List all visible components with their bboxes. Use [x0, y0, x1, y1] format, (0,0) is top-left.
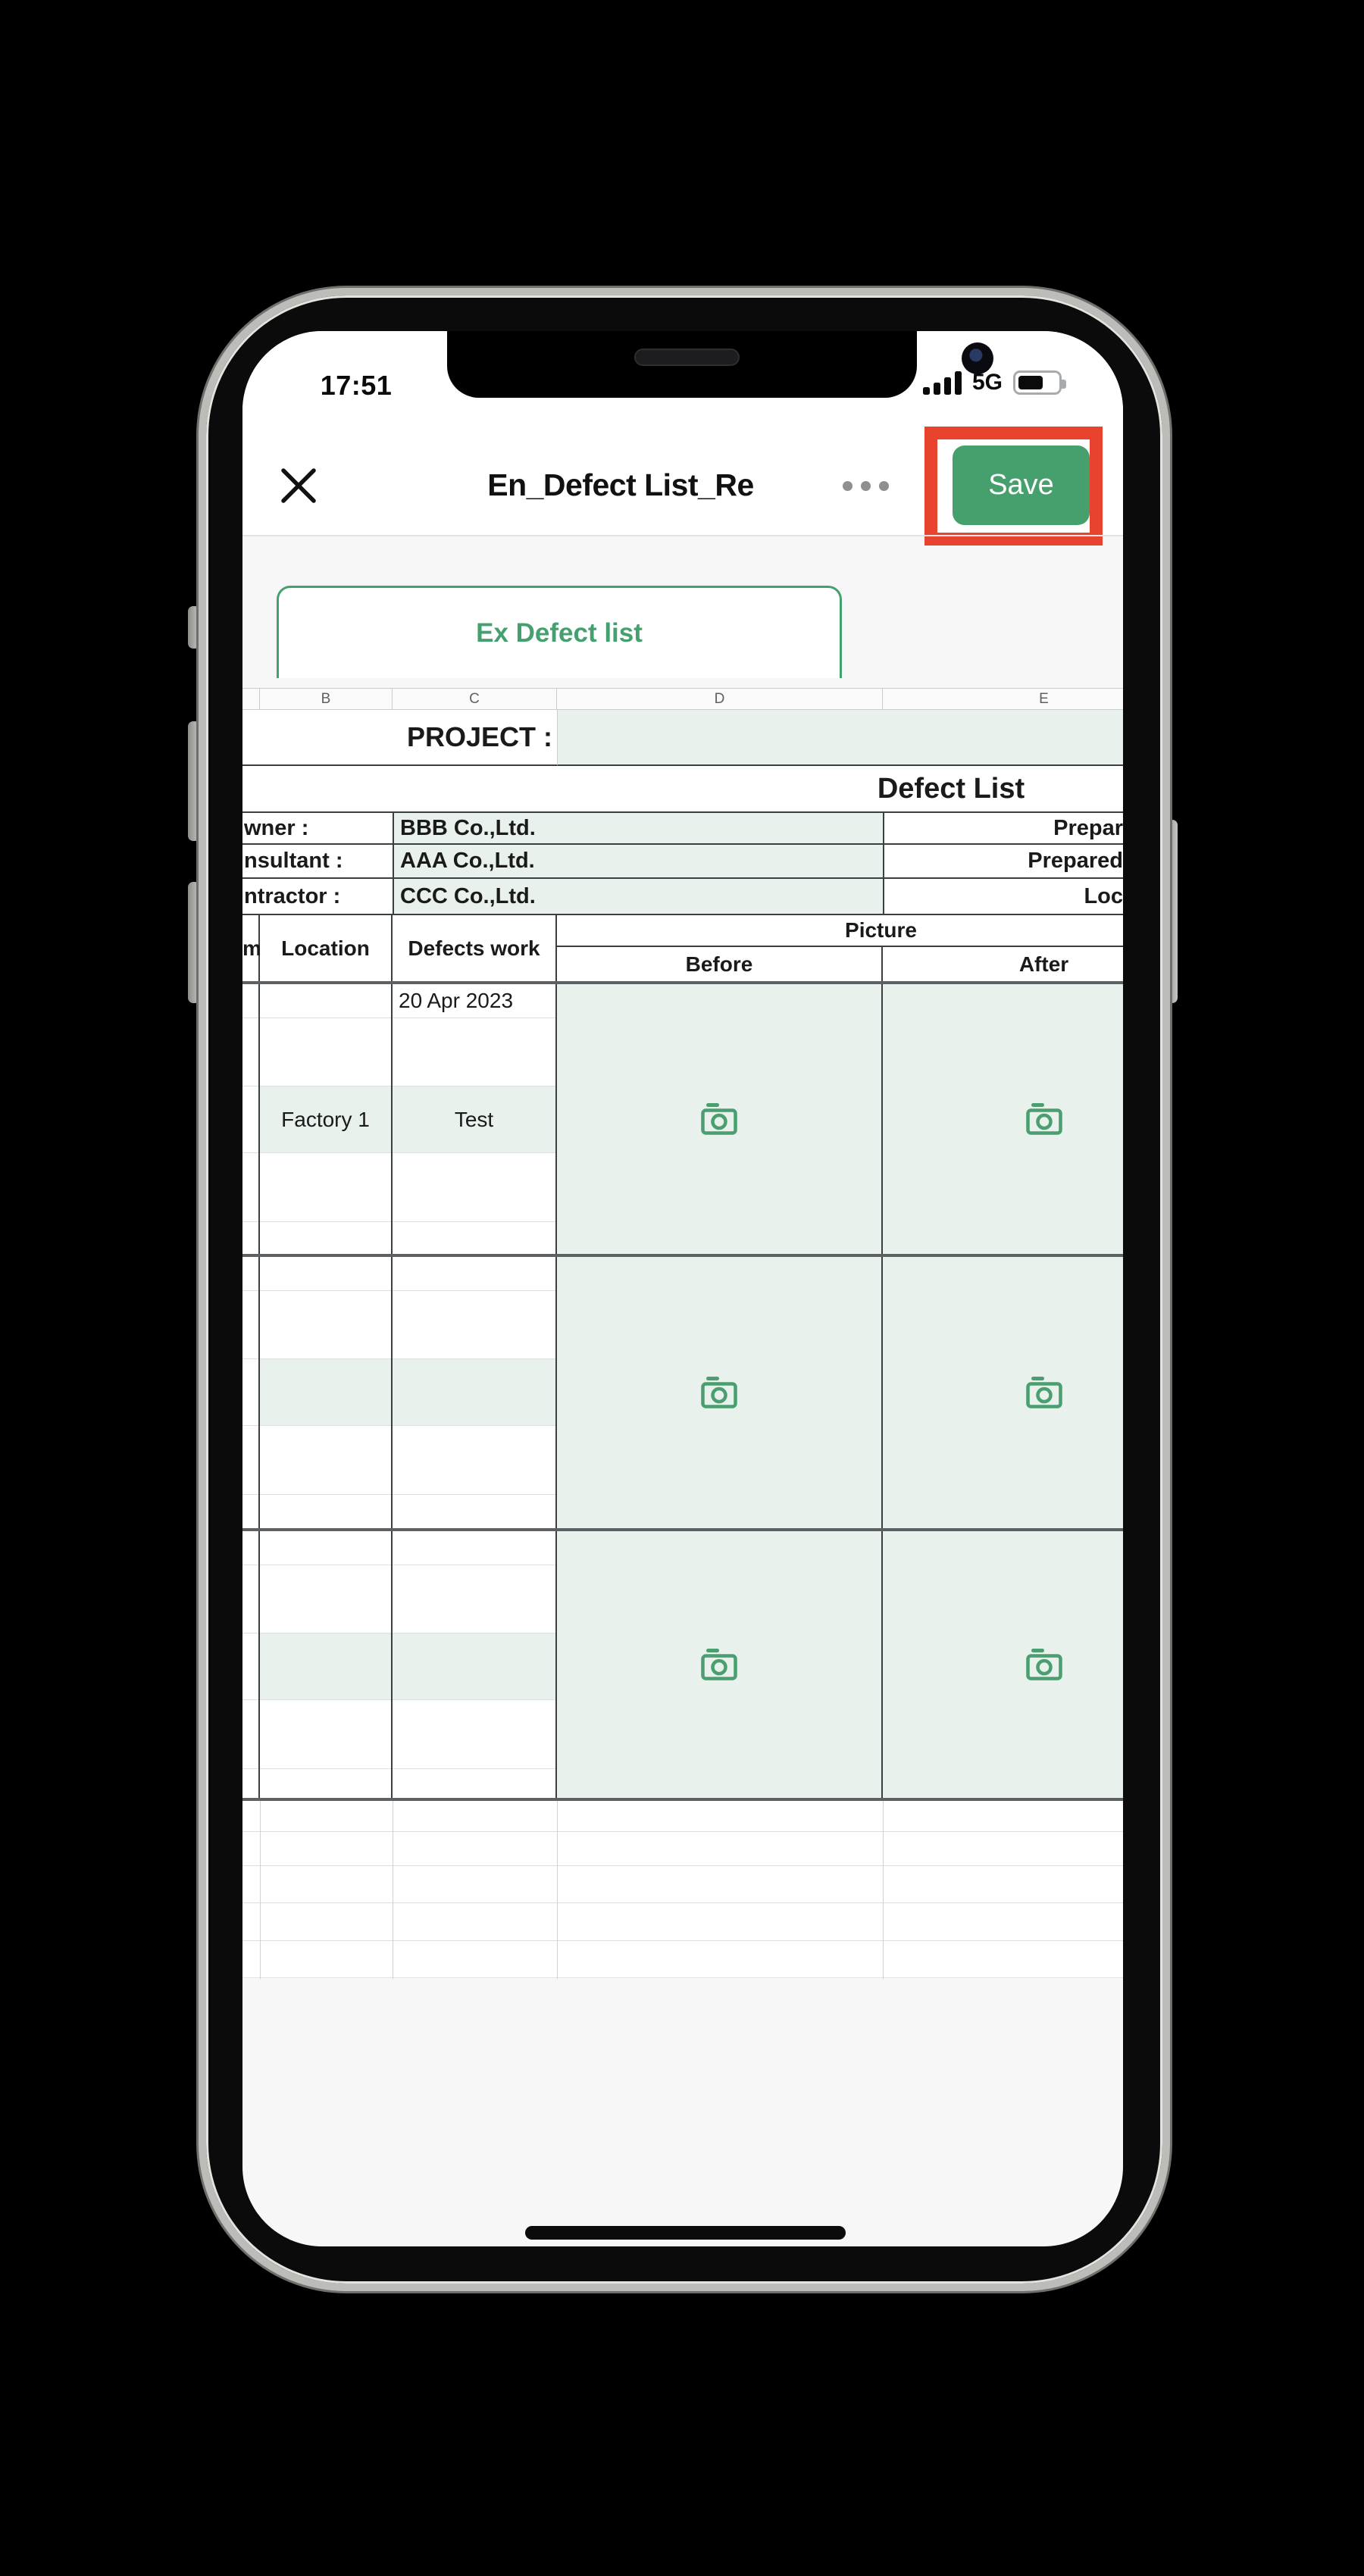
contractor-value-cell[interactable]: CCC Co.,Ltd.: [393, 879, 883, 915]
defect-block-1: Factory 1 20 Apr 2023 Test: [242, 981, 1123, 1254]
defects-column: [393, 1531, 557, 1798]
empty-row[interactable]: [242, 1801, 1123, 1832]
defect-block-2: [242, 1254, 1123, 1528]
item-column: [242, 1531, 260, 1798]
defects-column: [393, 1257, 557, 1528]
sheet-tab[interactable]: Ex Defect list: [277, 586, 842, 678]
close-button[interactable]: [280, 467, 317, 504]
save-highlight-annotation: Save: [924, 427, 1103, 546]
contractor-row: ntractor : CCC Co.,Ltd. Loc: [242, 879, 1123, 915]
sheet-title: Defect List: [877, 773, 1025, 805]
date-cell[interactable]: [393, 1531, 555, 1565]
volume-up-button[interactable]: [188, 721, 200, 841]
column-letter-c: C: [393, 689, 557, 709]
column-letters-row: B C D E: [242, 688, 1123, 710]
empty-row[interactable]: [242, 1903, 1123, 1941]
after-photo-cell[interactable]: [883, 984, 1123, 1254]
header-item-cell: m: [242, 915, 261, 981]
contractor-right-cell[interactable]: Loc: [883, 879, 1123, 915]
after-photo-cell[interactable]: [883, 1257, 1123, 1528]
home-indicator[interactable]: [525, 2226, 846, 2240]
column-letter-d: D: [557, 689, 883, 709]
spreadsheet: B C D E PROJECT : Defect List wner : BBB…: [242, 688, 1123, 1979]
date-cell[interactable]: 20 Apr 2023: [393, 984, 555, 1018]
more-options-icon: [843, 481, 852, 491]
defect-cell[interactable]: [393, 1359, 555, 1426]
header-after-cell: After: [883, 947, 1123, 981]
mute-switch[interactable]: [188, 606, 200, 649]
item-column: [242, 1257, 260, 1528]
phone-frame: 17:51 5G En_Defect List_Re: [199, 288, 1170, 2291]
camera-icon: [1025, 1377, 1062, 1408]
column-letter-b: B: [260, 689, 393, 709]
column-letter-a: [242, 689, 260, 709]
empty-row[interactable]: [242, 1941, 1123, 1978]
owner-row: wner : BBB Co.,Ltd. Prepar: [242, 813, 1123, 845]
front-camera: [962, 342, 993, 374]
before-photo-cell[interactable]: [557, 1257, 883, 1528]
status-time: 17:51: [320, 370, 393, 401]
date-cell[interactable]: [393, 1257, 555, 1291]
before-photo-cell[interactable]: [557, 1531, 883, 1798]
owner-right-cell[interactable]: Prepar: [883, 813, 1123, 845]
location-cell[interactable]: [260, 1633, 391, 1700]
location-cell[interactable]: Factory 1: [260, 1086, 391, 1153]
consultant-row: nsultant : AAA Co.,Ltd. Prepared: [242, 845, 1123, 879]
location-column: [260, 1257, 393, 1528]
signal-strength-icon: [923, 370, 962, 395]
close-icon: [281, 468, 316, 503]
consultant-right-cell[interactable]: Prepared: [883, 845, 1123, 879]
location-column: [260, 1531, 393, 1798]
document-title: En_Defect List_Re: [487, 467, 754, 502]
camera-icon: [701, 1377, 737, 1408]
speaker-grille: [634, 349, 740, 366]
defects-column: 20 Apr 2023 Test: [393, 984, 557, 1254]
project-value-cell[interactable]: [557, 710, 1123, 766]
sheet-tab-label: Ex Defect list: [476, 617, 643, 648]
consultant-value-cell[interactable]: AAA Co.,Ltd.: [393, 845, 883, 879]
defect-cell[interactable]: [393, 1633, 555, 1700]
camera-icon: [701, 1103, 737, 1135]
defect-block-3: [242, 1528, 1123, 1798]
header-before-cell: Before: [557, 947, 883, 981]
empty-row[interactable]: [242, 1832, 1123, 1866]
header-picture-cell: Picture: [557, 915, 1123, 947]
empty-rows: [242, 1798, 1123, 1979]
location-column: Factory 1: [260, 984, 393, 1254]
project-label-cell[interactable]: PROJECT :: [242, 710, 557, 766]
before-photo-cell[interactable]: [557, 984, 883, 1254]
save-button[interactable]: Save: [953, 445, 1090, 525]
column-letter-e: E: [1039, 690, 1049, 707]
location-cell[interactable]: [260, 1359, 391, 1426]
status-cluster: 5G: [923, 366, 1067, 399]
after-photo-cell[interactable]: [883, 1531, 1123, 1798]
owner-label-cell[interactable]: wner :: [242, 813, 393, 845]
empty-row[interactable]: [242, 1866, 1123, 1903]
sheet-title-row: Defect List: [242, 766, 1123, 813]
volume-down-button[interactable]: [188, 882, 200, 1003]
phone-screen: 17:51 5G En_Defect List_Re: [242, 331, 1123, 2246]
battery-icon: [1013, 370, 1067, 395]
camera-icon: [701, 1649, 737, 1680]
more-options-button[interactable]: [843, 481, 889, 491]
owner-value-cell[interactable]: BBB Co.,Ltd.: [393, 813, 883, 845]
camera-icon: [1025, 1649, 1062, 1680]
camera-icon: [1025, 1103, 1062, 1135]
header-location-cell: Location: [260, 915, 393, 981]
header-defects-cell: Defects work: [393, 915, 557, 981]
nav-divider: [242, 535, 1123, 536]
contractor-label-cell[interactable]: ntractor :: [242, 879, 393, 915]
consultant-label-cell[interactable]: nsultant :: [242, 845, 393, 879]
item-column: [242, 984, 260, 1254]
defect-cell[interactable]: Test: [393, 1086, 555, 1153]
notch: [447, 331, 993, 398]
